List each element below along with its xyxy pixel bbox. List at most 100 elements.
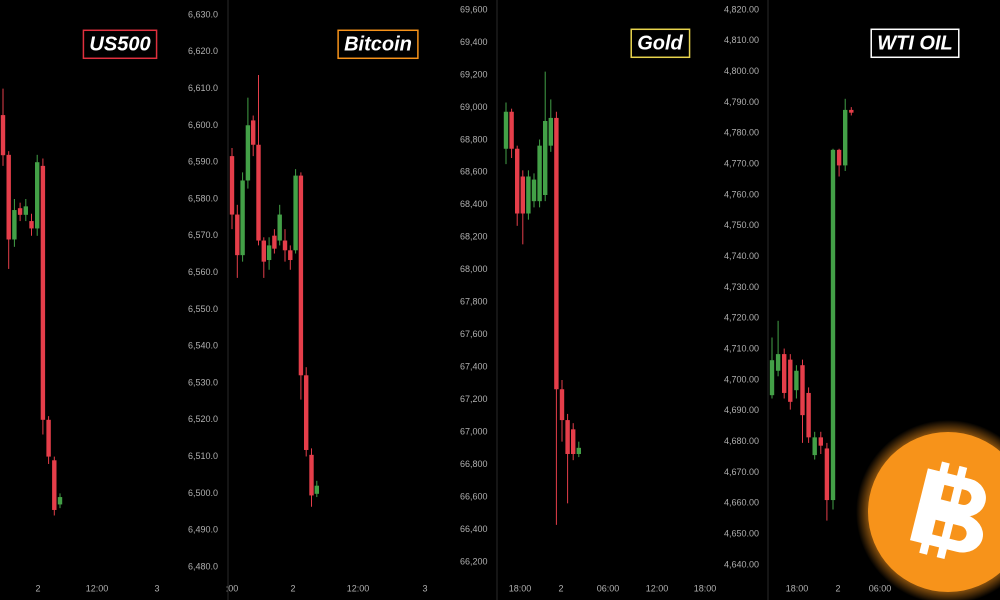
candle-body: [52, 460, 57, 510]
y-tick-label: 4,670.00: [724, 467, 759, 477]
candle-body: [830, 149, 836, 501]
y-tick-label: 4,680.00: [724, 436, 759, 446]
x-tick-label: 3: [422, 583, 427, 593]
candle-body: [261, 240, 266, 262]
y-tick-label: 6,590.0: [188, 157, 218, 167]
candle-body: [23, 206, 28, 215]
y-tick-label: 6,500.0: [188, 488, 218, 498]
title-frame: [870, 28, 960, 59]
y-tick-label: 4,690.00: [724, 405, 759, 415]
candle-body: [769, 360, 775, 396]
y-tick-label: 4,750.00: [724, 220, 759, 230]
candle-body: [794, 370, 799, 391]
candle-body: [515, 148, 520, 214]
y-tick-label: 68,200: [460, 232, 488, 242]
candle-body: [571, 429, 576, 454]
y-tick-label: 68,800: [460, 134, 488, 144]
candle-body: [782, 354, 787, 393]
candle-body: [537, 145, 542, 202]
y-tick-label: 67,400: [460, 362, 488, 372]
candle-body: [543, 121, 548, 195]
candle-body: [57, 497, 63, 505]
y-tick-label: 67,200: [460, 394, 488, 404]
candle-body: [256, 144, 261, 241]
candle-body: [293, 175, 298, 251]
candle-body: [17, 208, 23, 215]
x-tick-label: 2: [558, 583, 563, 593]
y-tick-label: 67,800: [460, 297, 488, 307]
candle-body: [298, 175, 304, 376]
candle-body: [40, 165, 46, 420]
chart-title: WTI OIL: [877, 32, 953, 54]
y-tick-label: 6,610.0: [188, 83, 218, 93]
y-tick-label: 6,520.0: [188, 414, 218, 424]
y-tick-label: 69,600: [460, 4, 488, 14]
y-tick-label: 6,600.0: [188, 120, 218, 130]
candle-body: [251, 120, 256, 145]
x-tick-label: 2: [835, 583, 840, 593]
y-tick-label: 4,650.00: [724, 529, 759, 539]
candle-body: [266, 245, 272, 261]
candle-body: [282, 240, 288, 251]
candle-body: [314, 485, 319, 494]
y-tick-label: 4,640.00: [724, 559, 759, 569]
y-tick-label: 4,710.00: [724, 344, 759, 354]
candle-body: [520, 176, 525, 214]
candle-body: [240, 180, 245, 256]
candle-body: [509, 111, 514, 149]
candle-body: [235, 214, 240, 256]
x-tick-label: 06:00: [597, 583, 620, 593]
candle-body: [272, 235, 277, 249]
y-tick-label: 66,400: [460, 524, 488, 534]
x-tick-label: 12:00: [347, 583, 370, 593]
bitcoin-logo: [856, 420, 1000, 600]
candle-body: [836, 149, 842, 166]
y-tick-label: 4,770.00: [724, 159, 759, 169]
x-tick-label: 12:00: [646, 583, 669, 593]
candle-body: [245, 125, 251, 181]
y-tick-label: 6,570.0: [188, 230, 218, 240]
y-tick-label: 68,400: [460, 199, 488, 209]
y-tick-label: 4,790.00: [724, 97, 759, 107]
candle-body: [531, 179, 537, 202]
candle-body: [806, 392, 811, 438]
candle-body: [526, 176, 531, 214]
y-tick-label: 4,700.00: [724, 374, 759, 384]
y-tick-label: 6,630.0: [188, 9, 218, 19]
candle-body: [503, 111, 509, 149]
candle-body: [824, 448, 830, 501]
candle-body: [277, 214, 282, 241]
y-tick-label: 4,820.00: [724, 4, 759, 14]
x-tick-label: 12:00: [86, 583, 109, 593]
candle-body: [818, 437, 823, 446]
y-tick-label: 69,000: [460, 102, 488, 112]
y-tick-label: 6,530.0: [188, 377, 218, 387]
title-frame: [82, 29, 158, 60]
candle-body: [576, 447, 581, 454]
candle-body: [35, 162, 40, 229]
candle-body: [0, 115, 6, 156]
candle-body: [554, 117, 559, 390]
candle-body: [800, 365, 805, 416]
candle-body: [229, 156, 235, 215]
y-tick-label: 6,490.0: [188, 525, 218, 535]
x-tick-label: 3: [154, 583, 159, 593]
y-tick-label: 4,740.00: [724, 251, 759, 261]
y-tick-label: 4,810.00: [724, 35, 759, 45]
y-tick-label: 4,660.00: [724, 498, 759, 508]
x-tick-label: 18:00: [694, 583, 717, 593]
x-tick-label: 06:00: [869, 583, 892, 593]
y-tick-label: 4,800.00: [724, 66, 759, 76]
chart-title: Gold: [637, 32, 683, 54]
y-tick-label: 6,560.0: [188, 267, 218, 277]
candle-body: [6, 154, 11, 240]
title-frame: [630, 28, 691, 59]
y-tick-label: 4,720.00: [724, 313, 759, 323]
candle-body: [288, 250, 293, 261]
y-tick-label: 6,510.0: [188, 451, 218, 461]
y-tick-label: 67,000: [460, 426, 488, 436]
chart-title: US500: [89, 33, 150, 55]
y-tick-label: 67,600: [460, 329, 488, 339]
